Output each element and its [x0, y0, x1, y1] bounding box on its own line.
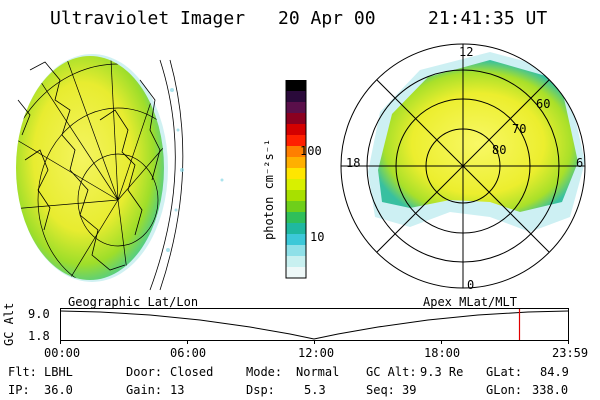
colorbar-tick-100: 100	[300, 144, 322, 158]
geo-coastlines	[17, 61, 161, 271]
instrument-title: Ultraviolet Imager	[50, 8, 246, 29]
colorbar-stripe	[286, 212, 306, 224]
colorbar-stripe	[286, 124, 306, 136]
altitude-curve	[60, 310, 569, 340]
glat-label: GLat:	[486, 365, 523, 379]
colorbar-stripe	[286, 168, 306, 180]
glon-label: GLon:	[486, 383, 523, 397]
xtick-0600: 06:00	[170, 346, 207, 360]
xtick-2359: 23:59	[552, 346, 589, 360]
flt-value: LBHL	[44, 365, 73, 379]
geo-limb-line-2	[159, 59, 184, 291]
colorbar-frame	[285, 80, 307, 279]
colorbar-stripe	[286, 91, 306, 103]
colorbar-stripe	[286, 157, 306, 169]
mode-value: Normal	[296, 365, 340, 379]
dsp-label: Dsp:	[246, 383, 275, 397]
timeline-left-title: Geographic Lat/Lon	[68, 295, 199, 309]
colorbar-stripe	[286, 146, 306, 158]
timeline-ytick-high: 9.0	[28, 307, 50, 321]
xtick-1200: 12:00	[298, 346, 335, 360]
timeline-ticks	[60, 340, 569, 344]
timeline-right-title: Apex MLat/MLT	[423, 295, 517, 309]
flt-label: Flt:	[8, 365, 37, 379]
colorbar-stripe	[286, 267, 306, 279]
mlt-label-right: 6	[576, 156, 584, 170]
colorbar	[285, 80, 307, 279]
glat-value: 84.9	[540, 365, 569, 379]
seq-value: 39	[402, 383, 417, 397]
colorbar-stripe	[286, 80, 306, 92]
timeline-ytick-low: 1.8	[28, 329, 50, 343]
seq-label: Seq:	[366, 383, 395, 397]
lat-label-60: 60	[536, 97, 551, 111]
polar-aurora-oval	[378, 60, 578, 212]
geo-aurora-disk	[16, 56, 164, 280]
geo-limb-line	[149, 59, 176, 291]
polar-grid	[340, 43, 586, 289]
timeline-axis-label: GC Alt	[2, 302, 16, 346]
colorbar-stripe	[286, 256, 306, 268]
gcalt-value: 9.3 Re	[420, 365, 464, 379]
lat-label-80: 80	[492, 143, 507, 157]
door-value: Closed	[170, 365, 214, 379]
timeline-frame	[60, 308, 569, 341]
image-date: 20 Apr 00	[278, 8, 376, 29]
ip-label: IP:	[8, 383, 30, 397]
mlt-label-bottom: 0	[467, 278, 475, 292]
altitude-timeline	[60, 308, 569, 344]
colorbar-stripe	[286, 102, 306, 114]
mlt-label-left: 18	[346, 156, 361, 170]
geo-noise-speckle	[166, 88, 224, 252]
gain-label: Gain:	[126, 383, 163, 397]
mode-label: Mode:	[246, 365, 283, 379]
door-label: Door:	[126, 365, 163, 379]
image-time: 21:41:35 UT	[428, 8, 548, 29]
ip-value: 36.0	[44, 383, 73, 397]
colorbar-stripe	[286, 135, 306, 147]
mlt-label-top: 12	[459, 45, 474, 59]
xtick-0000: 00:00	[44, 346, 81, 360]
xtick-1800: 18:00	[424, 346, 461, 360]
gcalt-label: GC Alt:	[366, 365, 417, 379]
colorbar-stripe	[286, 245, 306, 257]
colorbar-stripe	[286, 223, 306, 235]
colorbar-stripe	[286, 113, 306, 125]
colorbar-stripe	[286, 190, 306, 202]
polar-plot	[340, 43, 586, 289]
lat-label-70: 70	[512, 122, 527, 136]
colorbar-stripes	[286, 80, 306, 279]
colorbar-unit-label: photon cm⁻²s⁻¹	[262, 138, 276, 240]
colorbar-stripe	[286, 234, 306, 246]
dsp-value: 5.3	[304, 383, 326, 397]
geographic-image	[16, 54, 224, 291]
gain-value: 13	[170, 383, 185, 397]
colorbar-stripe	[286, 179, 306, 191]
colorbar-tick-10: 10	[310, 230, 325, 244]
colorbar-stripe	[286, 201, 306, 213]
glon-value: 338.0	[532, 383, 569, 397]
